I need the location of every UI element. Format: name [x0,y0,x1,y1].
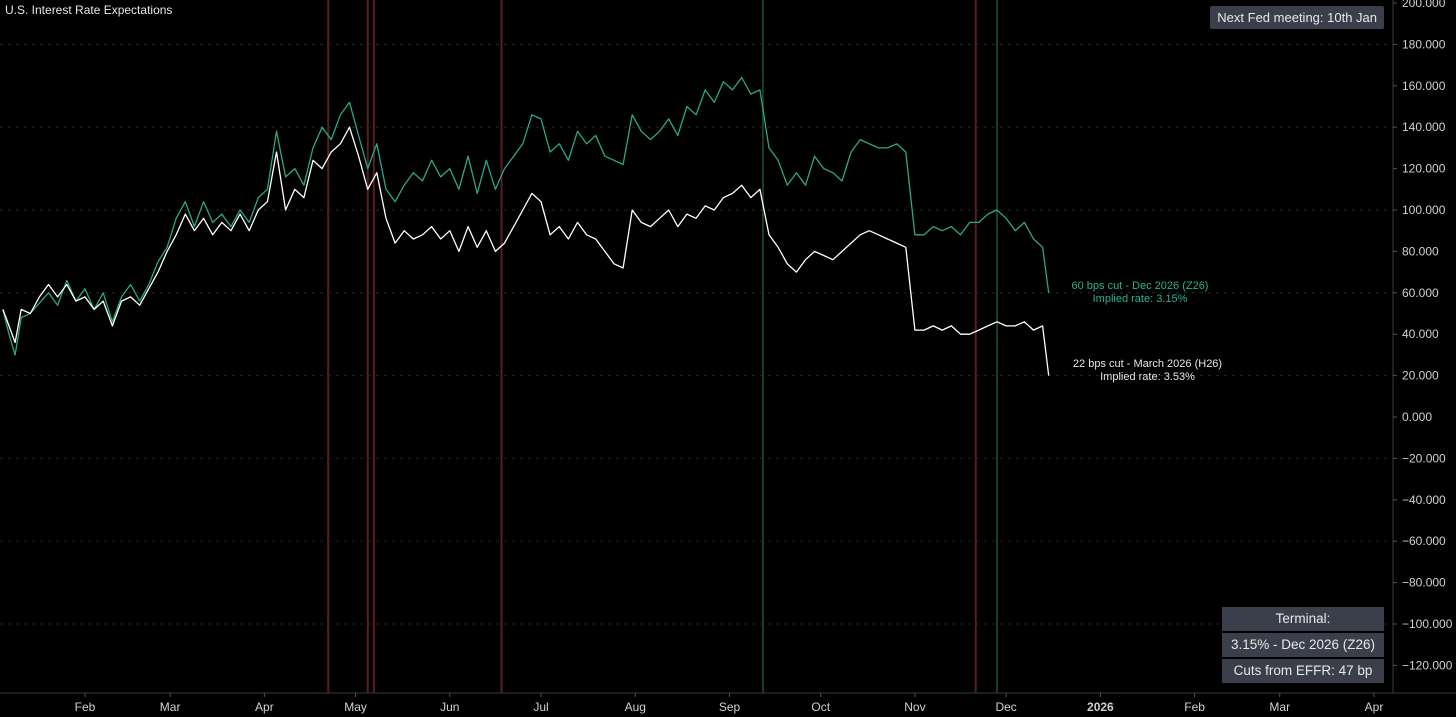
x-tick-label: Nov [904,700,925,714]
y-tick-label: −60.000 [1402,534,1446,548]
next-fed-meeting-badge: Next Fed meeting: 10th Jan [1210,6,1384,29]
h26-implied-rate: Implied rate: 3.53% [1100,371,1195,383]
x-tick-label: Apr [1365,700,1384,714]
x-tick-label: Feb [1184,700,1205,714]
x-tick-label: Dec [995,700,1016,714]
h26-annotation: 22 bps cut - March 2026 (H26) Implied ra… [1035,358,1260,384]
y-tick-label: −20.000 [1402,451,1446,465]
z26-implied-rate: Implied rate: 3.15% [1092,293,1188,305]
y-tick-label: 20.000 [1402,369,1439,383]
y-tick-label: 60.000 [1402,286,1439,300]
z26-annotation: 60 bps cut - Dec 2026 (Z26) Implied rate… [1030,280,1250,306]
grid-lines [0,43,1393,625]
y-tick-label: 120.000 [1402,162,1446,176]
h26-cut-label: 22 bps cut - March 2026 (H26) [1072,358,1223,370]
series-line-h26 [2,126,1050,376]
y-tick-label: 160.000 [1402,79,1446,93]
y-tick-label: 40.000 [1402,327,1439,341]
y-tick-label: 140.000 [1402,120,1446,134]
y-tick-label: 100.000 [1402,203,1446,217]
chart-title: U.S. Interest Rate Expectations [5,3,173,17]
x-tick-label: Feb [75,700,96,714]
y-tick-label: −100.000 [1402,617,1453,631]
fed-event-lines [327,0,999,693]
terminal-cuts: Cuts from EFFR: 47 bp [1222,659,1384,683]
x-tick-label: Apr [255,700,274,714]
x-tick-label: Sep [719,700,741,714]
y-axis-ticks: 200.000 180.000 160.000 140.000 120.000 100.0… [1393,0,1453,672]
x-tick-label: 2026 [1087,700,1114,714]
series-line-z26 [2,76,1050,356]
y-tick-label: 80.000 [1402,244,1439,258]
y-tick-label: −120.000 [1402,658,1453,672]
x-tick-label: May [344,700,367,714]
x-tick-label: Mar [160,700,181,714]
z26-cut-label: 60 bps cut - Dec 2026 (Z26) [1071,280,1209,292]
y-tick-label: −80.000 [1402,576,1446,590]
terminal-header: Terminal: [1222,607,1384,631]
x-tick-label: Aug [625,700,646,714]
x-axis-ticks: Feb Mar Apr May Jun Jul Aug Sep Oct Nov Dec 2026 Feb… [75,693,1384,714]
x-tick-label: Jun [440,700,459,714]
terminal-value: 3.15% - Dec 2026 (Z26) [1222,633,1384,657]
y-tick-label: 180.000 [1402,37,1446,51]
series-lines [2,76,1050,376]
x-tick-label: Jul [533,700,548,714]
y-tick-label: 0.000 [1402,410,1432,424]
x-tick-label: Oct [811,700,830,714]
y-tick-label: 200.000 [1402,0,1446,10]
y-tick-label: −40.000 [1402,493,1446,507]
terminal-box: Terminal: 3.15% - Dec 2026 (Z26) Cuts fr… [1222,607,1384,685]
x-tick-label: Mar [1269,700,1290,714]
